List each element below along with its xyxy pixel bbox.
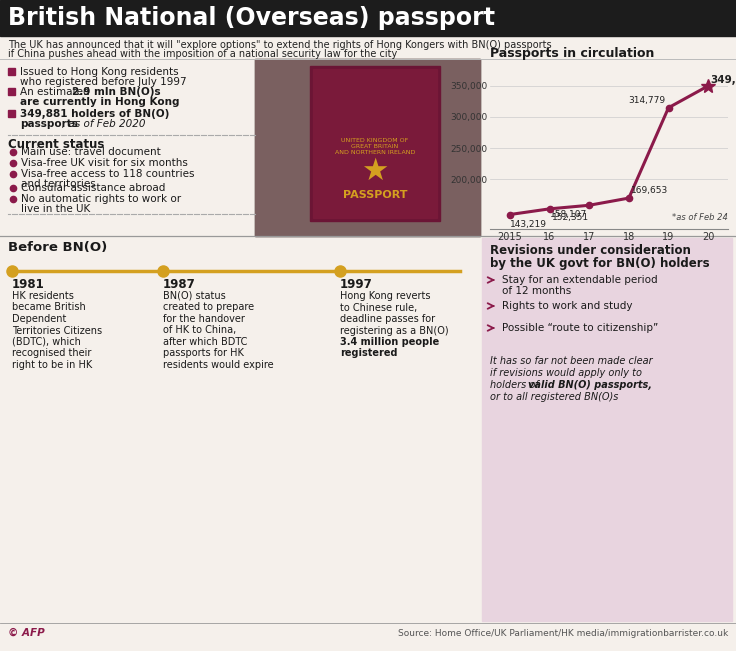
Text: BN(O) status: BN(O) status: [163, 291, 226, 301]
Text: Rights to work and study: Rights to work and study: [502, 301, 632, 311]
Text: No automatic rights to work or: No automatic rights to work or: [21, 194, 181, 204]
Bar: [0, 0, 736, 36]
Text: 169,653: 169,653: [631, 186, 668, 195]
Text: 143,219: 143,219: [510, 220, 547, 229]
Bar: [255, 59, 480, 236]
Text: UNITED KINGDOM OF: UNITED KINGDOM OF: [342, 139, 408, 143]
Text: are currently in Hong Kong: are currently in Hong Kong: [20, 97, 180, 107]
Text: Possible “route to citizenship”: Possible “route to citizenship”: [502, 323, 658, 333]
Text: An estimated: An estimated: [20, 87, 93, 97]
Text: Stay for an extendable period: Stay for an extendable period: [502, 275, 658, 285]
Text: by the UK govt for BN(O) holders: by the UK govt for BN(O) holders: [490, 257, 710, 270]
Text: Territories Citizens: Territories Citizens: [12, 326, 102, 335]
Text: Visa-free access to 118 countries: Visa-free access to 118 countries: [21, 169, 194, 179]
Text: Current status: Current status: [8, 138, 105, 151]
Text: 314,779: 314,779: [629, 96, 665, 105]
Text: ★: ★: [361, 156, 389, 186]
Text: 349,881*: 349,881*: [710, 75, 736, 85]
Text: 1997: 1997: [340, 278, 372, 291]
Text: 1981: 1981: [12, 278, 45, 291]
Text: live in the UK: live in the UK: [21, 204, 91, 214]
Bar: [310, 66, 440, 221]
Bar: [313, 69, 437, 218]
Text: Hong Kong reverts: Hong Kong reverts: [340, 291, 431, 301]
Text: after which BDTC: after which BDTC: [163, 337, 247, 347]
Text: 3.4 million people: 3.4 million people: [340, 337, 439, 347]
Bar: [8, 68, 15, 75]
Text: Dependent: Dependent: [12, 314, 66, 324]
Text: Before BN(O): Before BN(O): [8, 241, 107, 254]
Text: *as of Feb 24: *as of Feb 24: [673, 213, 729, 221]
Text: if revisions would apply only to: if revisions would apply only to: [490, 368, 642, 378]
Text: passports for HK: passports for HK: [163, 348, 244, 359]
Text: right to be in HK: right to be in HK: [12, 360, 92, 370]
Text: 1987: 1987: [163, 278, 196, 291]
Text: 158,107: 158,107: [550, 210, 587, 219]
Text: valid BN(O) passports,: valid BN(O) passports,: [528, 380, 652, 390]
Text: for the handover: for the handover: [163, 314, 245, 324]
Text: It has so far not been made clear: It has so far not been made clear: [490, 356, 653, 366]
Text: Consular assistance abroad: Consular assistance abroad: [21, 183, 166, 193]
Text: , as of Feb 2020: , as of Feb 2020: [62, 119, 146, 129]
Text: holders of: holders of: [490, 380, 542, 390]
Text: of HK to China,: of HK to China,: [163, 326, 236, 335]
Text: Passports in circulation: Passports in circulation: [490, 47, 654, 60]
Text: Main use: travel document: Main use: travel document: [21, 147, 160, 157]
Text: British National (Overseas) passport: British National (Overseas) passport: [8, 6, 495, 30]
Text: 349,881 holders of BN(O): 349,881 holders of BN(O): [20, 109, 169, 119]
Bar: [255, 59, 480, 236]
Text: Issued to Hong Kong residents: Issued to Hong Kong residents: [20, 67, 179, 77]
Text: PASSPORT: PASSPORT: [343, 190, 407, 200]
Text: Visa-free UK visit for six months: Visa-free UK visit for six months: [21, 158, 188, 168]
Text: registered: registered: [340, 348, 397, 359]
Text: © AFP: © AFP: [8, 628, 45, 638]
Bar: [8, 110, 15, 117]
Bar: [8, 88, 15, 95]
Text: The UK has announced that it will "explore options" to extend the rights of Hong: The UK has announced that it will "explo…: [8, 40, 551, 50]
Text: HK residents: HK residents: [12, 291, 74, 301]
Text: to Chinese rule,: to Chinese rule,: [340, 303, 417, 312]
Text: 152,351: 152,351: [551, 213, 589, 222]
Text: passports: passports: [20, 119, 78, 129]
Text: or to all registered BN(O)s: or to all registered BN(O)s: [490, 392, 618, 402]
Text: 2.9 mln BN(O)s: 2.9 mln BN(O)s: [72, 87, 160, 97]
Text: Source: Home Office/UK Parliament/HK media/immigrationbarrister.co.uk: Source: Home Office/UK Parliament/HK med…: [397, 628, 728, 637]
Text: AND NORTHERN IRELAND: AND NORTHERN IRELAND: [335, 150, 415, 156]
Text: GREAT BRITAIN: GREAT BRITAIN: [351, 145, 399, 150]
Text: became British: became British: [12, 303, 86, 312]
Text: registering as a BN(O): registering as a BN(O): [340, 326, 449, 335]
Text: Revisions under consideration: Revisions under consideration: [490, 244, 691, 257]
Text: recognised their: recognised their: [12, 348, 91, 359]
Text: deadline passes for: deadline passes for: [340, 314, 435, 324]
Text: created to prepare: created to prepare: [163, 303, 254, 312]
Text: of 12 months: of 12 months: [502, 286, 571, 296]
Text: residents would expire: residents would expire: [163, 360, 274, 370]
Text: who registered before July 1997: who registered before July 1997: [20, 77, 187, 87]
Text: if China pushes ahead with the imposition of a national security law for the cit: if China pushes ahead with the impositio…: [8, 49, 397, 59]
Text: (BDTC), which: (BDTC), which: [12, 337, 81, 347]
Bar: [482, 238, 732, 621]
Text: and territories: and territories: [21, 179, 96, 189]
